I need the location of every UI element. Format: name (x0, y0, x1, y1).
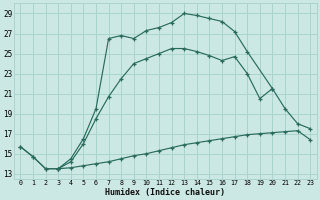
X-axis label: Humidex (Indice chaleur): Humidex (Indice chaleur) (105, 188, 225, 197)
